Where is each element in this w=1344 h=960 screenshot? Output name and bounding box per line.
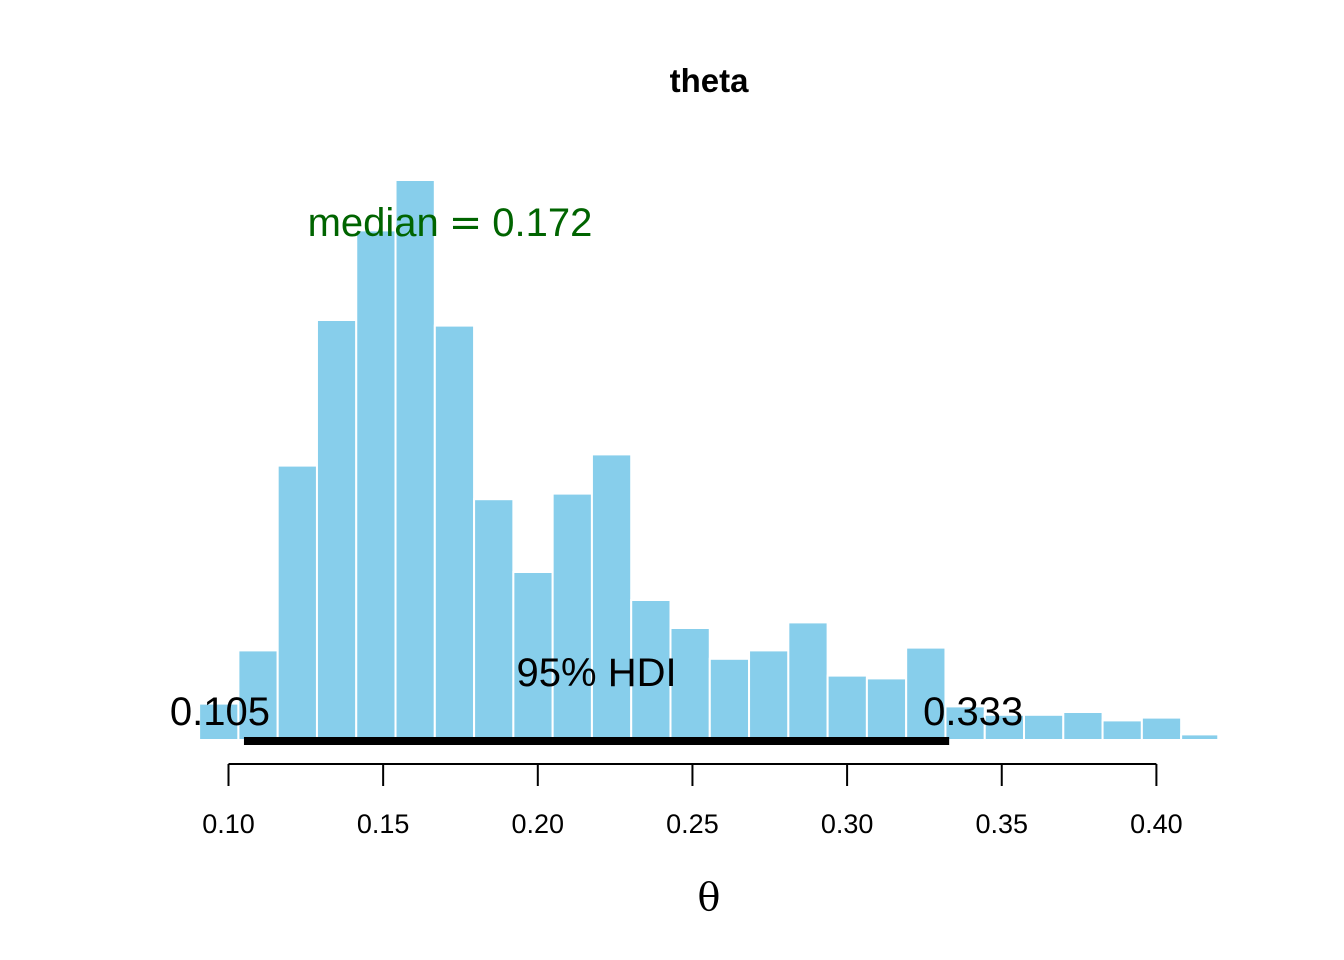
histogram-bar [1140, 716, 1183, 741]
histogram-bar [1062, 711, 1104, 741]
hdi-high-label: 0.333 [923, 690, 1023, 734]
histogram-bars [198, 179, 1220, 742]
median-annotation: median = 0.172 [308, 200, 593, 246]
hdi-annotation: 95% HDI 0.105 0.333 [170, 651, 1023, 745]
x-tick-label: 0.30 [821, 809, 874, 839]
histogram-bar [433, 324, 476, 741]
histogram-bar [1101, 719, 1143, 742]
x-tick-label: 0.35 [975, 809, 1028, 839]
histogram-bar [748, 649, 790, 742]
histogram-bar [473, 498, 515, 742]
histogram-bar [551, 492, 593, 741]
histogram-bar [983, 713, 1026, 741]
histogram-bar [826, 674, 868, 741]
histogram-bar [944, 705, 986, 742]
x-tick-label: 0.25 [666, 809, 719, 839]
histogram-bar [394, 179, 436, 741]
x-tick-label: 0.20 [512, 809, 565, 839]
histogram-bar [1180, 733, 1220, 742]
x-tick-label: 0.15 [357, 809, 410, 839]
histogram-bar [865, 677, 908, 742]
histogram-bar [355, 229, 397, 741]
median-value: 0.172 [492, 201, 592, 245]
histogram-bar [905, 646, 947, 741]
chart-title: theta [670, 62, 749, 99]
histogram-bar [276, 464, 318, 741]
histogram-bar [1023, 713, 1065, 741]
x-axis-label: θ [698, 875, 721, 919]
hdi-label: 95% HDI [517, 651, 677, 695]
x-tick-label: 0.10 [202, 809, 255, 839]
histogram-bar [787, 621, 829, 742]
histogram-bar [590, 453, 633, 741]
hdi-low-label: 0.105 [170, 690, 270, 734]
x-axis: 0.10 0.15 0.20 0.25 0.30 0.35 0.40 [202, 763, 1183, 839]
x-tick-label: 0.40 [1130, 809, 1183, 839]
histogram-bar [708, 657, 751, 741]
histogram-bar [198, 702, 240, 741]
histogram-bar [315, 319, 358, 741]
median-label: median [308, 201, 439, 245]
median-equals: = [449, 200, 483, 246]
